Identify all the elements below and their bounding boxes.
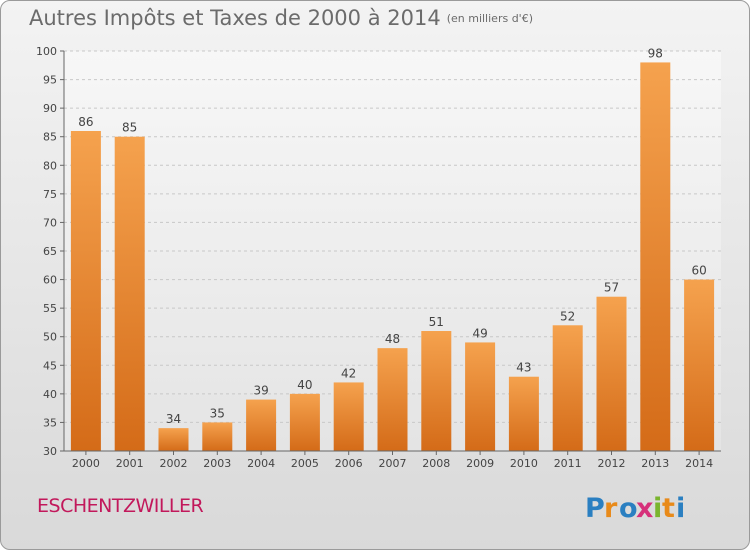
bar-value-label: 85 (122, 121, 137, 135)
bar-value-label: 34 (166, 412, 181, 426)
x-tick-label: 2012 (598, 457, 626, 470)
y-tick-label: 35 (43, 416, 57, 429)
town-name: ESCHENTZWILLER (37, 495, 204, 517)
y-tick-label: 40 (43, 388, 57, 401)
bar-value-label: 98 (648, 46, 663, 60)
svg-text:x: x (636, 493, 653, 524)
bar-value-label: 57 (604, 281, 619, 295)
y-tick-label: 65 (43, 245, 57, 258)
y-tick-label: 60 (43, 274, 57, 287)
x-tick-label: 2009 (466, 457, 494, 470)
proxiti-logo: P r o x i t i (583, 487, 693, 531)
bar-value-label: 52 (560, 309, 575, 323)
y-tick-label: 90 (43, 102, 57, 115)
bar (421, 331, 452, 451)
bar (333, 382, 364, 451)
svg-text:r: r (604, 493, 618, 524)
x-tick-label: 2008 (422, 457, 450, 470)
y-tick-label: 55 (43, 302, 57, 315)
chart-title-text: Autres Impôts et Taxes de 2000 à 2014 (29, 6, 441, 30)
bar (246, 399, 277, 451)
y-tick-label: 75 (43, 188, 57, 201)
chart-title: Autres Impôts et Taxes de 2000 à 2014 (en… (29, 6, 533, 30)
x-tick-label: 2005 (291, 457, 319, 470)
x-tick-label: 2000 (72, 457, 100, 470)
x-tick-label: 2001 (116, 457, 144, 470)
bar (465, 342, 496, 451)
x-tick-label: 2014 (685, 457, 713, 470)
chart-unit: (en milliers d'€) (446, 12, 533, 25)
svg-text:P: P (585, 493, 605, 524)
bar (377, 348, 408, 451)
x-tick-label: 2006 (335, 457, 363, 470)
y-tick-label: 50 (43, 331, 57, 344)
bar-value-label: 40 (297, 378, 312, 392)
svg-text:t: t (662, 493, 675, 524)
bar (114, 136, 145, 451)
svg-text:o: o (619, 493, 638, 524)
svg-text:i: i (676, 493, 685, 524)
y-tick-label: 85 (43, 131, 57, 144)
bar-value-label: 60 (691, 264, 706, 278)
y-axis: 30 35 40 45 50 55 60 65 70 75 80 85 90 95 100 (36, 45, 65, 458)
bar (640, 62, 671, 452)
y-tick-label: 95 (43, 74, 57, 87)
bar-value-label: 42 (341, 366, 356, 380)
y-tick-label: 45 (43, 359, 57, 372)
y-tick-label: 30 (43, 445, 57, 458)
bar (289, 393, 320, 451)
bar-value-label: 49 (472, 326, 487, 340)
y-tick-label: 80 (43, 159, 57, 172)
y-tick-label: 70 (43, 216, 57, 229)
bar-value-label: 35 (210, 406, 225, 420)
bar (552, 325, 583, 451)
bars: 86 85 34 35 39 40 42 48 51 49 43 52 57 98 60 (70, 46, 715, 452)
bar-value-label: 48 (385, 332, 400, 346)
x-tick-label: 2011 (554, 457, 582, 470)
x-tick-label: 2003 (203, 457, 231, 470)
y-tick-label: 100 (36, 45, 57, 58)
bar-value-label: 86 (78, 115, 93, 129)
bar-value-label: 39 (253, 384, 268, 398)
x-axis: 2000 2001 2002 2003 2004 2005 2006 2007 2008 2009… (64, 450, 721, 470)
x-tick-label: 2010 (510, 457, 538, 470)
bar-value-label: 51 (429, 315, 444, 329)
bar (158, 428, 189, 451)
x-tick-label: 2013 (641, 457, 669, 470)
bar (202, 422, 233, 451)
bar-value-label: 43 (516, 361, 531, 375)
bar (684, 279, 715, 451)
bar (596, 296, 627, 451)
x-tick-label: 2007 (379, 457, 407, 470)
svg-text:i: i (653, 493, 662, 524)
x-tick-label: 2004 (247, 457, 275, 470)
bar (70, 131, 101, 451)
bar (508, 376, 539, 451)
x-tick-label: 2002 (160, 457, 188, 470)
proxiti-logo-mark: P r o x i t i (585, 493, 685, 524)
